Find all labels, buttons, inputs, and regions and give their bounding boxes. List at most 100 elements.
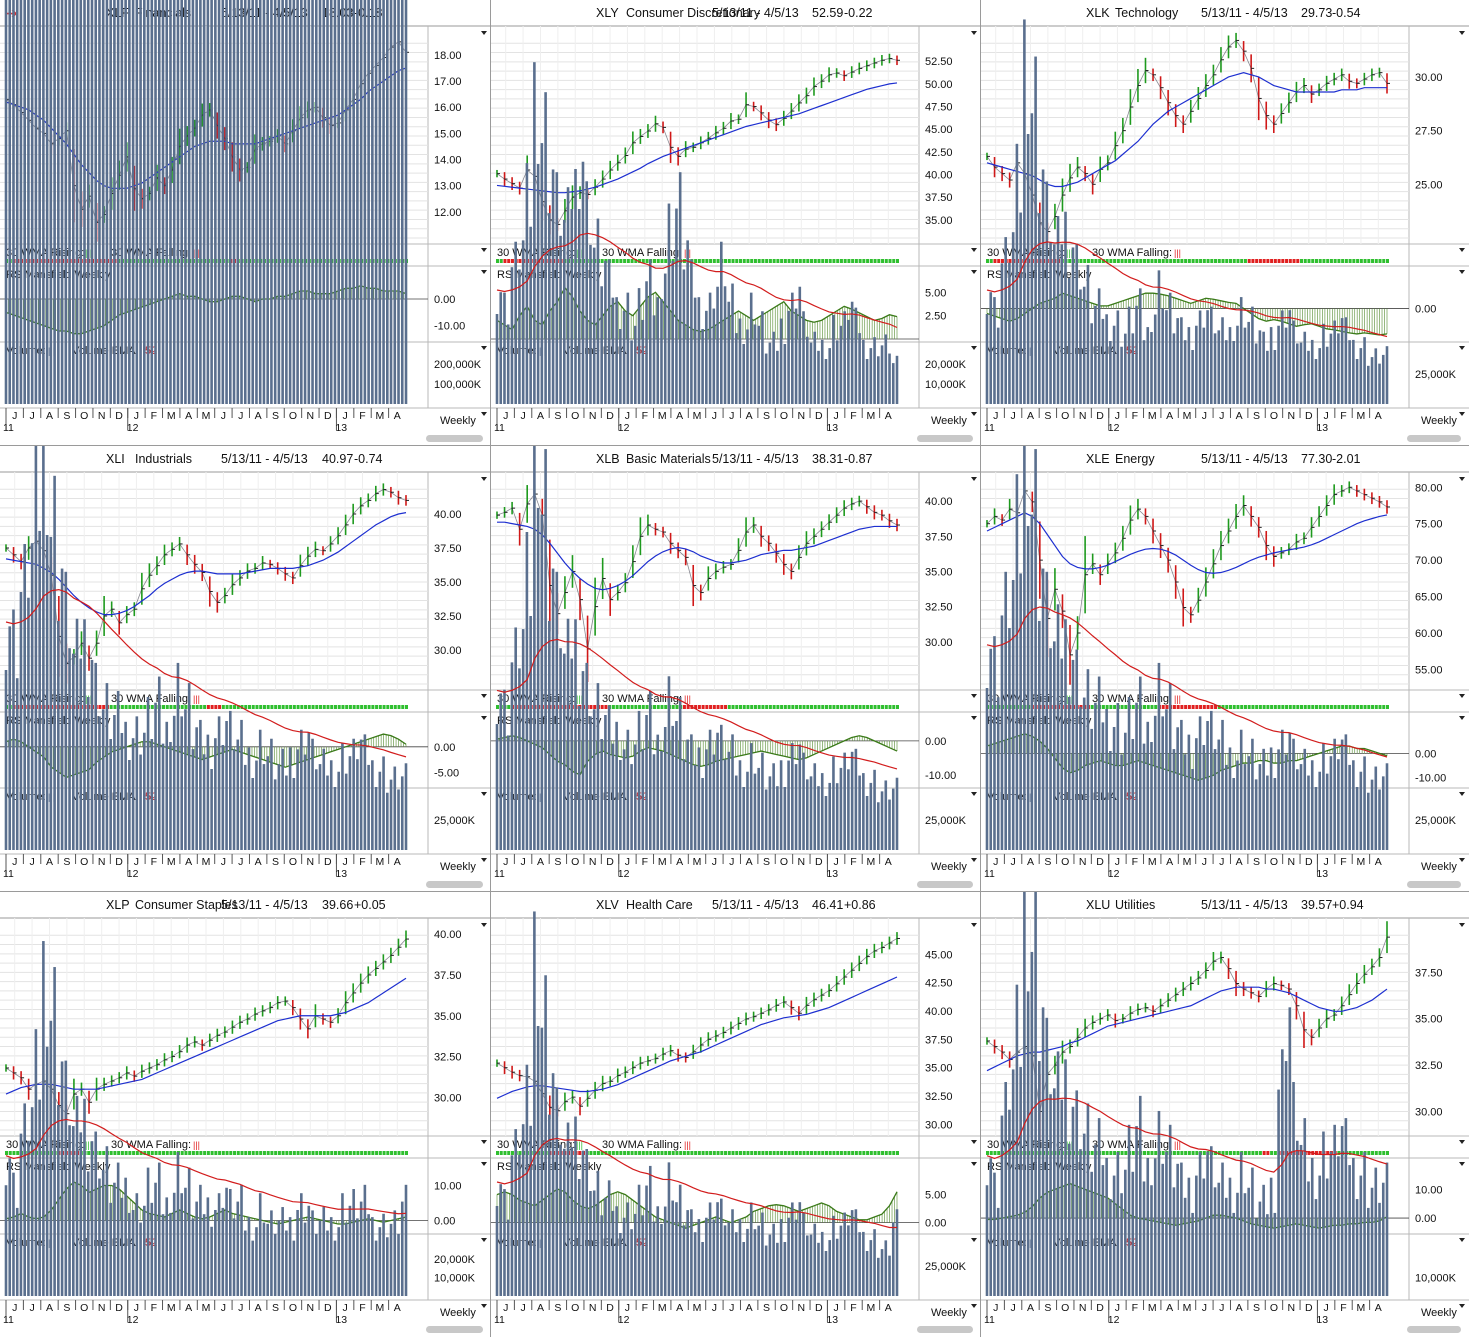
menu-caret-icon[interactable] [971, 716, 977, 720]
menu-caret-icon[interactable] [971, 923, 977, 927]
horizontal-scrollbar[interactable] [1407, 435, 1461, 442]
volume-bar [397, 789, 400, 850]
menu-caret-icon[interactable] [1459, 792, 1465, 796]
wma-state-dot [180, 1151, 184, 1155]
menu-caret-icon[interactable] [481, 792, 487, 796]
chart-panel-xli[interactable]: XLI Industrials 5/13/11 - 4/5/13 40.97 -0.74… [0, 446, 491, 892]
price-line [986, 39, 1388, 233]
menu-caret-icon[interactable] [971, 31, 977, 35]
menu-caret-icon[interactable] [481, 1162, 487, 1166]
volume-bar [128, 1212, 131, 1296]
chart-panel-xlb[interactable]: XLB Basic Materials 5/13/11 - 4/5/13 38.31-… [491, 446, 981, 892]
wma-state-dot [1300, 259, 1304, 263]
menu-caret-icon[interactable] [1459, 694, 1465, 698]
wma-state-dot [1113, 259, 1117, 263]
menu-caret-icon[interactable] [481, 248, 487, 252]
chart-panel-xle[interactable]: XLE Energy 5/13/11 - 4/5/13 77.30 -2.01 80.00… [981, 446, 1469, 892]
chart-panel-xlp[interactable]: XLP Consumer Staples 5/13/11 - 4/5/13 39.66… [0, 892, 491, 1337]
period-caret-icon[interactable] [481, 412, 487, 416]
volume-bar [157, 676, 161, 850]
horizontal-scrollbar[interactable] [917, 881, 973, 888]
menu-caret-icon[interactable] [1459, 270, 1465, 274]
wma-state-dot [832, 1151, 836, 1155]
menu-caret-icon[interactable] [971, 1162, 977, 1166]
menu-caret-icon[interactable] [971, 694, 977, 698]
period-caret-icon[interactable] [1459, 412, 1465, 416]
wma-state-dot [653, 1151, 657, 1155]
wma-state-dot [660, 1151, 664, 1155]
price-tick-label: 37.50 [925, 531, 953, 543]
wma-state-dot [143, 705, 147, 709]
menu-caret-icon[interactable] [971, 477, 977, 481]
wma-state-dot [499, 1151, 503, 1155]
volume-bar [71, 1126, 75, 1296]
menu-caret-icon[interactable] [1459, 248, 1465, 252]
volume-bar [645, 281, 648, 404]
menu-caret-icon[interactable] [971, 346, 977, 350]
menu-caret-icon[interactable] [481, 1140, 487, 1144]
volume-bar [585, 1149, 589, 1296]
month-label: D [606, 856, 614, 868]
volume-bar [1299, 764, 1303, 850]
menu-caret-icon[interactable] [481, 346, 487, 350]
wma-state-dot [371, 705, 375, 709]
wma-state-dot [348, 1151, 352, 1155]
chart-panel-xlk[interactable]: XLK Technology 5/13/11 - 4/5/13 29.73 -0.54 3… [981, 0, 1469, 446]
period-caret-icon[interactable] [971, 412, 977, 416]
period-caret-icon[interactable] [1459, 858, 1465, 862]
menu-caret-icon[interactable] [1459, 477, 1465, 481]
month-label: O [780, 410, 788, 422]
menu-caret-icon[interactable] [971, 792, 977, 796]
month-label: A [1375, 410, 1382, 422]
volume-bar [768, 776, 772, 850]
volume-bar [71, 653, 75, 850]
menu-caret-icon[interactable] [1459, 716, 1465, 720]
wma-state-dot [854, 1151, 858, 1155]
volume-bar [128, 760, 131, 850]
month-label: F [1340, 410, 1346, 422]
volume-bar [199, 0, 202, 404]
period-caret-icon[interactable] [481, 858, 487, 862]
menu-caret-icon[interactable] [481, 31, 487, 35]
volume-bar [645, 1185, 648, 1296]
menu-caret-icon[interactable] [481, 477, 487, 481]
menu-caret-icon[interactable] [481, 1238, 487, 1242]
volume-bar [686, 240, 689, 404]
menu-caret-icon[interactable] [481, 716, 487, 720]
chart-panel-xlf[interactable]: XLFFinancials5/13/11 - 4/5/1318.03-0.18➔… [0, 0, 491, 446]
menu-caret-icon[interactable] [481, 694, 487, 698]
volume-bar [296, 0, 299, 404]
menu-caret-icon[interactable] [1459, 346, 1465, 350]
price-tick-label: 17.00 [434, 76, 462, 88]
wma-line [5, 977, 407, 1095]
horizontal-scrollbar[interactable] [917, 435, 973, 442]
period-caret-icon[interactable] [481, 1304, 487, 1308]
volume-bar [817, 350, 820, 404]
menu-caret-icon[interactable] [971, 270, 977, 274]
menu-caret-icon[interactable] [481, 923, 487, 927]
horizontal-scrollbar[interactable] [426, 1326, 483, 1333]
volume-bar [734, 333, 738, 404]
period-caret-icon[interactable] [971, 858, 977, 862]
menu-caret-icon[interactable] [1459, 31, 1465, 35]
wma-state-dot [393, 1151, 397, 1155]
month-label: F [359, 1302, 365, 1314]
volume-bar [835, 340, 839, 404]
menu-caret-icon[interactable] [971, 1140, 977, 1144]
horizontal-scrollbar[interactable] [426, 435, 483, 442]
horizontal-scrollbar[interactable] [1407, 881, 1461, 888]
wma-state-dot [1101, 259, 1105, 263]
wma-state-dot [221, 705, 225, 709]
chart-panel-xly[interactable]: XLY Consumer Discretionary 5/13/11 - 4/5/1… [491, 0, 981, 446]
chart-panel-xlv[interactable]: XLV Health Care 5/13/11 - 4/5/13 46.41 +0.86… [491, 892, 981, 1337]
arrow-right-icon[interactable]: ➔ [6, 5, 18, 21]
menu-caret-icon[interactable] [971, 1238, 977, 1242]
wma-state-dot [281, 705, 285, 709]
wma-falling-glyph: ||| [684, 694, 691, 704]
menu-caret-icon[interactable] [971, 248, 977, 252]
menu-caret-icon[interactable] [481, 270, 487, 274]
volume-bar [805, 1235, 809, 1296]
wma-state-dot [877, 705, 881, 709]
horizontal-scrollbar[interactable] [426, 881, 483, 888]
wma-state-dot [375, 1151, 379, 1155]
